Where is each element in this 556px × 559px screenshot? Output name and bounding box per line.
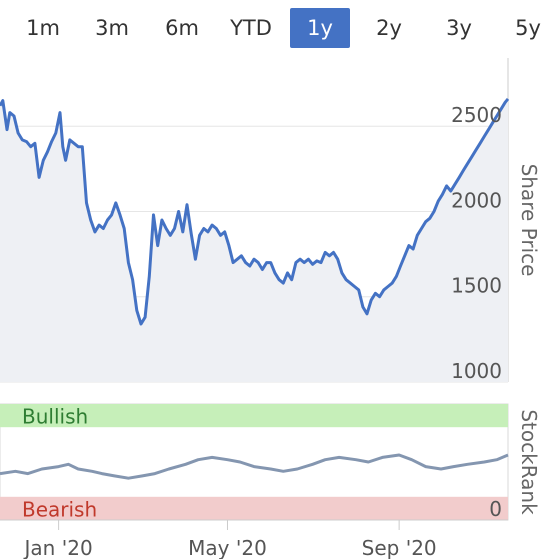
price-tick-label: 2500	[451, 103, 502, 127]
price-axis-ticks: 1000 1500 2000 2500	[451, 103, 502, 383]
price-tick-label: 1000	[451, 359, 502, 383]
x-axis: Jan '20 May '20 Sep '20	[0, 519, 508, 559]
x-tick-label: May '20	[188, 536, 267, 559]
price-tick-label: 2000	[451, 188, 502, 212]
stockrank-axis-title: StockRank	[517, 409, 541, 515]
stockrank-zones: Bullish Bearish	[0, 404, 508, 521]
stockrank-axis-ticks: 0	[489, 497, 502, 521]
bearish-label: Bearish	[22, 497, 97, 521]
range-button-6m[interactable]: 6m	[165, 16, 199, 40]
range-button-5y[interactable]: 5y	[515, 16, 541, 40]
x-tick-label: Jan '20	[23, 536, 93, 559]
bullish-zone	[0, 404, 508, 428]
price-line[interactable]	[0, 97, 510, 326]
price-panel: 1000 1500 2000 2500 Share Price	[0, 58, 541, 383]
range-button-2y[interactable]: 2y	[376, 16, 402, 40]
x-tick-label: Sep '20	[362, 536, 437, 559]
range-button-ytd[interactable]: YTD	[230, 16, 272, 40]
stockrank-line[interactable]	[0, 453, 509, 480]
range-button-3m[interactable]: 3m	[95, 16, 129, 40]
price-axis-title: Share Price	[517, 164, 541, 277]
price-tick-label: 1500	[451, 274, 502, 298]
range-button-3y[interactable]: 3y	[446, 16, 472, 40]
stockrank-panel: Bullish Bearish 0 StockRank	[0, 403, 541, 521]
range-button-1y[interactable]: 1y	[290, 8, 350, 48]
bearish-zone	[0, 496, 508, 520]
range-selector: 1m 3m 6m YTD 1y 2y 3y 5y	[0, 0, 556, 52]
bullish-label: Bullish	[22, 405, 88, 429]
stockrank-tick-label: 0	[489, 497, 502, 521]
price-area-fill	[0, 98, 508, 383]
range-button-1m[interactable]: 1m	[26, 16, 60, 40]
